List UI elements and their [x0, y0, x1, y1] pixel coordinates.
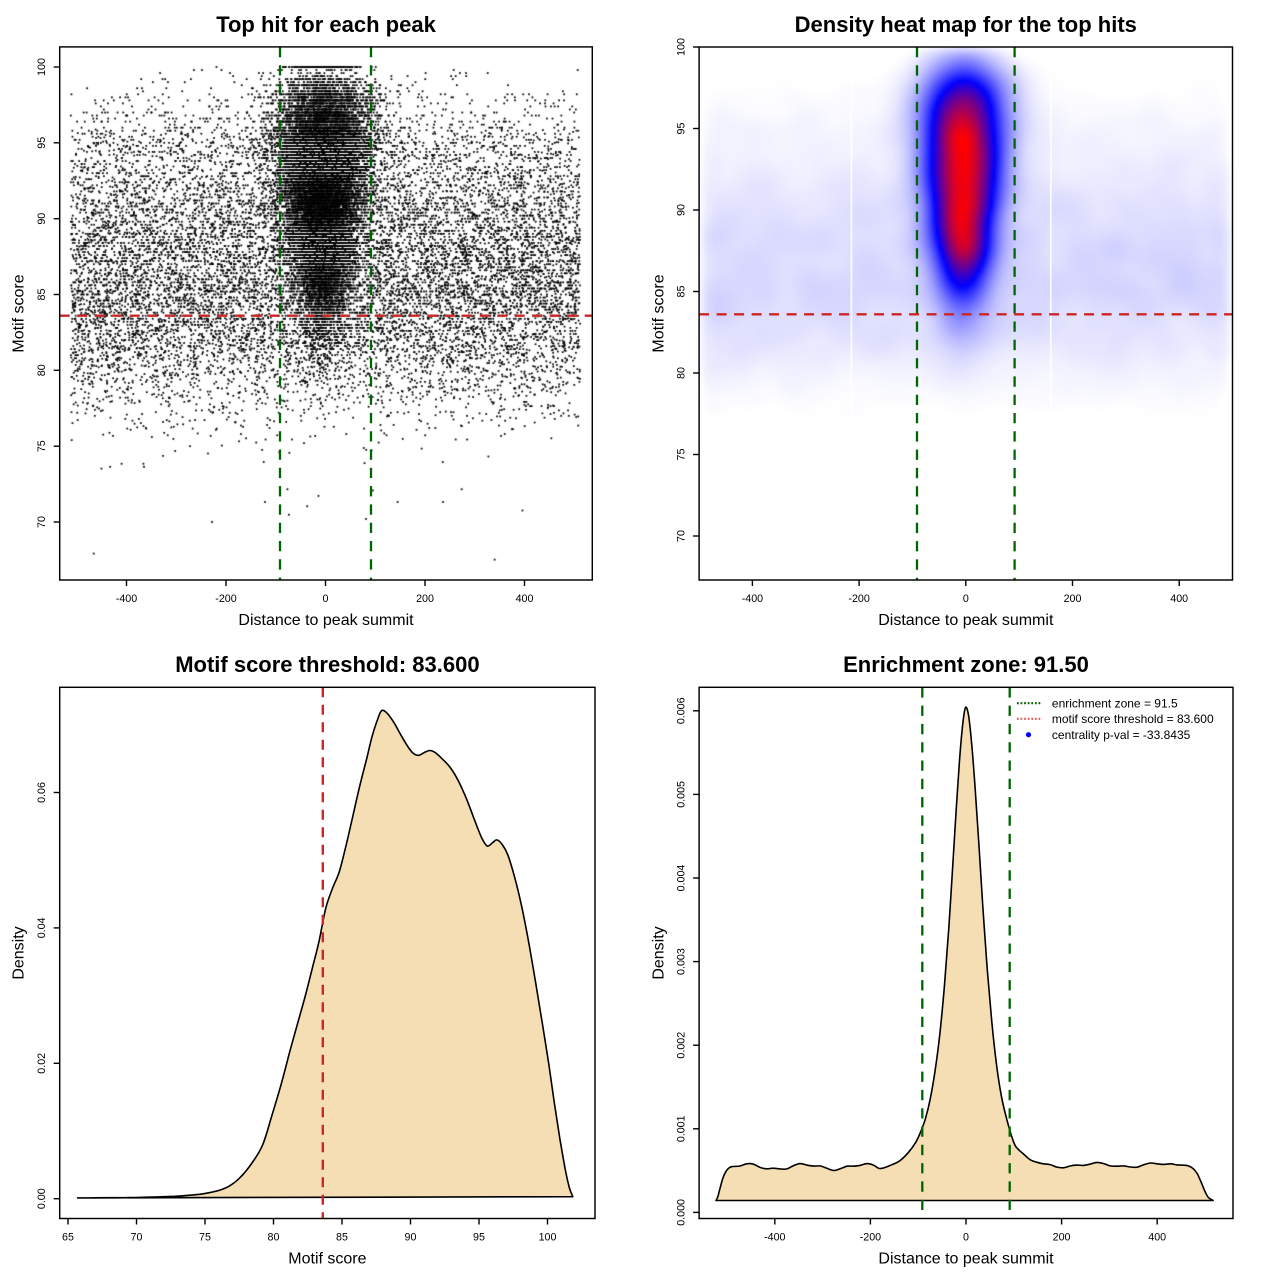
svg-text:90: 90 [675, 204, 687, 216]
svg-text:80: 80 [36, 364, 48, 376]
svg-text:85: 85 [336, 1232, 348, 1244]
svg-text:motif score threshold = 83.600: motif score threshold = 83.600 [1052, 712, 1214, 726]
svg-text:80: 80 [675, 367, 687, 379]
svg-text:Density: Density [650, 926, 667, 979]
svg-text:Enrichment zone: 91.50: Enrichment zone: 91.50 [843, 652, 1089, 677]
svg-text:95: 95 [36, 137, 48, 149]
svg-text:Distance to peak summit: Distance to peak summit [878, 1251, 1054, 1268]
svg-text:0.001: 0.001 [675, 1115, 687, 1142]
svg-text:0.02: 0.02 [36, 1053, 48, 1074]
svg-text:75: 75 [199, 1232, 211, 1244]
svg-text:Density heat map for the top h: Density heat map for the top hits [795, 12, 1137, 37]
svg-text:0.006: 0.006 [675, 697, 687, 724]
svg-text:-200: -200 [848, 593, 869, 605]
svg-text:-400: -400 [116, 593, 137, 605]
svg-text:0: 0 [963, 593, 969, 605]
svg-text:enrichment zone = 91.5: enrichment zone = 91.5 [1052, 697, 1178, 711]
svg-text:0.04: 0.04 [36, 917, 48, 938]
svg-text:0: 0 [963, 1232, 969, 1244]
svg-text:Motif score: Motif score [288, 1251, 366, 1268]
svg-text:200: 200 [1053, 1232, 1071, 1244]
svg-text:90: 90 [36, 213, 48, 225]
svg-text:70: 70 [675, 530, 687, 542]
svg-text:400: 400 [516, 593, 534, 605]
svg-text:95: 95 [675, 123, 687, 135]
svg-text:Distance to peak summit: Distance to peak summit [238, 612, 414, 629]
svg-text:75: 75 [675, 449, 687, 461]
svg-text:100: 100 [36, 58, 48, 76]
svg-text:-200: -200 [860, 1232, 881, 1244]
svg-text:70: 70 [36, 516, 48, 528]
svg-text:-200: -200 [215, 593, 236, 605]
svg-text:Motif score: Motif score [11, 274, 28, 352]
svg-text:75: 75 [36, 440, 48, 452]
svg-text:0.002: 0.002 [675, 1032, 687, 1059]
svg-text:Motif score: Motif score [650, 274, 667, 352]
svg-text:85: 85 [36, 289, 48, 301]
svg-text:100: 100 [675, 38, 687, 56]
svg-text:-400: -400 [742, 593, 763, 605]
svg-text:95: 95 [473, 1232, 485, 1244]
svg-text:Density: Density [11, 926, 28, 979]
svg-text:0.000: 0.000 [675, 1199, 687, 1226]
svg-text:400: 400 [1170, 593, 1188, 605]
svg-text:200: 200 [416, 593, 434, 605]
svg-text:65: 65 [62, 1232, 74, 1244]
svg-text:0.004: 0.004 [675, 865, 687, 892]
svg-text:0.06: 0.06 [36, 782, 48, 803]
svg-text:Motif score threshold: 83.600: Motif score threshold: 83.600 [175, 652, 479, 677]
svg-text:70: 70 [131, 1232, 143, 1244]
svg-text:90: 90 [405, 1232, 417, 1244]
svg-text:0.005: 0.005 [675, 781, 687, 808]
svg-text:85: 85 [675, 286, 687, 298]
svg-text:-400: -400 [764, 1232, 785, 1244]
svg-text:0.00: 0.00 [36, 1188, 48, 1209]
svg-text:0: 0 [323, 593, 329, 605]
svg-text:80: 80 [268, 1232, 280, 1244]
svg-text:centrality p-val = -33.8435: centrality p-val = -33.8435 [1052, 728, 1191, 742]
svg-text:Top hit for each peak: Top hit for each peak [216, 12, 436, 37]
svg-text:200: 200 [1064, 593, 1082, 605]
svg-text:Distance to peak summit: Distance to peak summit [878, 612, 1054, 629]
svg-text:400: 400 [1148, 1232, 1166, 1244]
svg-text:0.003: 0.003 [675, 948, 687, 975]
svg-text:100: 100 [539, 1232, 557, 1244]
